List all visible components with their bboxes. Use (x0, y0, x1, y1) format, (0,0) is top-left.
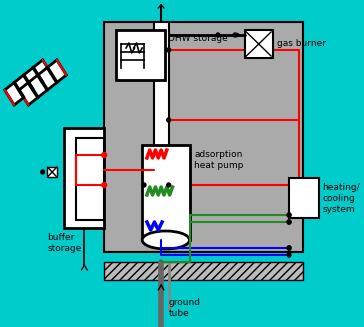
Bar (104, 262, 303, 280)
Bar (154, 22, 169, 197)
Bar (245, 30, 273, 58)
Bar (104, 22, 303, 252)
Polygon shape (5, 60, 52, 105)
Text: DHW storage: DHW storage (168, 34, 228, 43)
Bar (76, 138, 104, 220)
Bar (289, 178, 319, 218)
Circle shape (287, 253, 291, 257)
Polygon shape (19, 60, 66, 105)
Circle shape (167, 183, 171, 187)
Text: heating/
cooling
system: heating/ cooling system (322, 183, 360, 214)
Circle shape (142, 183, 146, 187)
Bar (116, 30, 165, 80)
Ellipse shape (142, 231, 190, 249)
Text: ground
tube: ground tube (169, 298, 201, 318)
Circle shape (287, 246, 291, 250)
Circle shape (102, 182, 107, 187)
Text: gas burner: gas burner (277, 40, 326, 48)
Bar (47, 167, 57, 177)
Bar (64, 128, 104, 228)
Circle shape (216, 33, 220, 37)
Circle shape (287, 213, 291, 217)
Circle shape (167, 48, 171, 52)
Circle shape (287, 220, 291, 224)
Circle shape (102, 152, 107, 158)
Circle shape (167, 118, 171, 122)
Circle shape (287, 213, 291, 217)
Circle shape (287, 220, 291, 224)
Circle shape (287, 246, 291, 250)
Text: buffer
storage: buffer storage (47, 233, 82, 253)
Circle shape (233, 33, 237, 37)
Circle shape (41, 170, 44, 174)
Text: adsorption
heat pump: adsorption heat pump (194, 150, 244, 170)
Bar (142, 145, 190, 240)
